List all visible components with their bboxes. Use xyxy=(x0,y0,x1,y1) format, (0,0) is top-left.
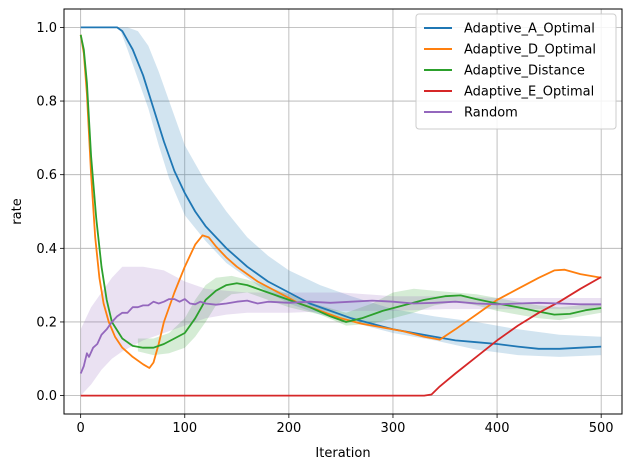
confidence-band-random xyxy=(80,266,602,396)
legend-label: Adaptive_E_Optimal xyxy=(464,85,594,100)
legend-label: Random xyxy=(464,106,518,121)
x-tick-label: 400 xyxy=(485,421,510,436)
series-lines xyxy=(79,26,602,397)
legend-label: Adaptive_A_Optimal xyxy=(464,22,595,37)
y-axis-ticks: 0.0 0.2 0.4 0.6 0.8 1.0 xyxy=(36,21,64,404)
y-tick-label: 0.6 xyxy=(36,168,57,183)
x-tick-label: 200 xyxy=(276,421,301,436)
y-tick-label: 0.2 xyxy=(36,315,57,330)
x-tick-label: 0 xyxy=(77,421,85,436)
y-axis-label: rate xyxy=(10,198,25,224)
x-axis-label: Iteration xyxy=(315,446,370,461)
legend-label: Adaptive_D_Optimal xyxy=(464,43,596,58)
series-line-adaptive-distance xyxy=(79,34,602,349)
x-tick-label: 500 xyxy=(589,421,614,436)
x-tick-label: 300 xyxy=(381,421,406,436)
plot-frame xyxy=(63,8,623,415)
legend-label: Adaptive_Distance xyxy=(464,64,585,79)
x-axis-ticks: 0 100 200 300 400 500 xyxy=(77,414,614,436)
y-tick-label: 0.0 xyxy=(36,389,57,404)
x-tick-label: 100 xyxy=(172,421,197,436)
legend-box xyxy=(415,13,617,130)
y-tick-label: 1.0 xyxy=(36,21,57,36)
series-line-adaptive-a-optimal xyxy=(80,26,602,350)
y-tick-label: 0.4 xyxy=(36,242,57,257)
series-line-adaptive-e-optimal xyxy=(80,276,602,397)
legend: Adaptive_A_Optimal Adaptive_D_Optimal Adap… xyxy=(415,13,617,130)
series-line-random xyxy=(79,298,602,374)
series-line-adaptive-d-optimal xyxy=(79,34,602,369)
y-tick-label: 0.8 xyxy=(36,95,57,110)
